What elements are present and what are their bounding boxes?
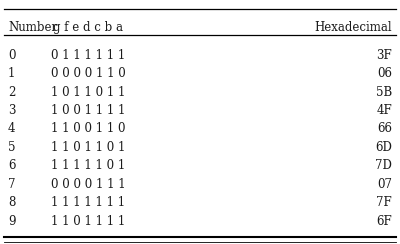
Text: Hexadecimal: Hexadecimal: [314, 21, 392, 34]
Text: 0 0 0 0 1 1 0: 0 0 0 0 1 1 0: [51, 67, 125, 80]
Text: 1 1 0 0 1 1 0: 1 1 0 0 1 1 0: [51, 122, 125, 135]
Text: 5: 5: [8, 141, 16, 154]
Text: 6F: 6F: [376, 215, 392, 228]
Text: 7F: 7F: [376, 196, 392, 209]
Text: g f e d c b a: g f e d c b a: [53, 21, 123, 34]
Text: 3F: 3F: [376, 49, 392, 62]
Text: 4: 4: [8, 122, 16, 135]
Text: 1 0 1 1 0 1 1: 1 0 1 1 0 1 1: [51, 86, 125, 99]
Text: 1: 1: [8, 67, 15, 80]
Text: 9: 9: [8, 215, 16, 228]
Text: 7: 7: [8, 178, 16, 191]
Text: 6D: 6D: [375, 141, 392, 154]
Text: 6: 6: [8, 159, 16, 172]
Text: 1 1 0 1 1 1 1: 1 1 0 1 1 1 1: [51, 215, 125, 228]
Text: 0 1 1 1 1 1 1: 0 1 1 1 1 1 1: [51, 49, 125, 62]
Text: 5B: 5B: [376, 86, 392, 99]
Text: 3: 3: [8, 104, 16, 117]
Text: 7D: 7D: [375, 159, 392, 172]
Text: Number: Number: [8, 21, 57, 34]
Text: 4F: 4F: [376, 104, 392, 117]
Text: 1 1 0 1 1 0 1: 1 1 0 1 1 0 1: [51, 141, 125, 154]
Text: 0 0 0 0 1 1 1: 0 0 0 0 1 1 1: [51, 178, 125, 191]
Text: 1 1 1 1 1 0 1: 1 1 1 1 1 0 1: [51, 159, 125, 172]
Text: 1 0 0 1 1 1 1: 1 0 0 1 1 1 1: [51, 104, 125, 117]
Text: 07: 07: [377, 178, 392, 191]
Text: 66: 66: [377, 122, 392, 135]
Text: 8: 8: [8, 196, 15, 209]
Text: 1 1 1 1 1 1 1: 1 1 1 1 1 1 1: [51, 196, 125, 209]
Text: 06: 06: [377, 67, 392, 80]
Text: 2: 2: [8, 86, 15, 99]
Text: 0: 0: [8, 49, 16, 62]
